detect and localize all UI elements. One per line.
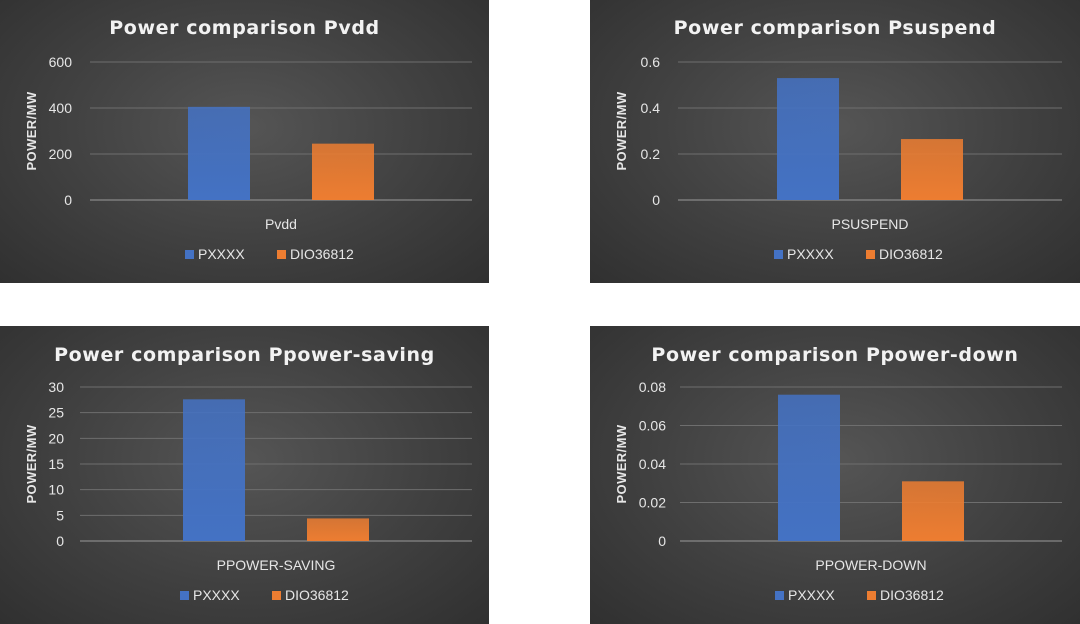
x-category-label: Pvdd (265, 216, 297, 232)
y-axis-label: POWER/MW (614, 91, 629, 170)
chart-title: Power comparison Ppower-down (651, 344, 1018, 366)
legend-label-dio36812: DIO36812 (290, 246, 354, 262)
y-tick-label: 25 (48, 405, 64, 421)
chart-ppower-down: Power comparison Ppower-down 0 0.02 0.04 0.0… (614, 344, 1062, 603)
chart-title: Power comparison Pvdd (109, 17, 379, 39)
chart-panel-ppower-down: Power comparison Ppower-down 0 0.02 0.04 0.0… (590, 326, 1080, 624)
chart-panel-psuspend: Power comparison Psuspend 0 0.2 0.4 0.6 POWER… (590, 0, 1080, 283)
legend-swatch-dio36812 (866, 250, 875, 259)
x-category-label: PSUSPEND (831, 216, 908, 232)
chart-ppower-saving: Power comparison Ppower-saving 0 5 10 15 20 25… (24, 344, 472, 603)
chart-panel-pvdd: Power comparison Pvdd 0 200 400 600 POWER/MW P… (0, 0, 489, 283)
legend-swatch-pxxxx (185, 250, 194, 259)
legend-label-dio36812: DIO36812 (879, 246, 943, 262)
y-tick-label: 0.2 (641, 146, 661, 162)
chart-title: Power comparison Ppower-saving (54, 344, 435, 366)
y-tick-label: 0.6 (641, 54, 661, 70)
legend-label-dio36812: DIO36812 (285, 587, 349, 603)
chart-panel-ppower-saving: Power comparison Ppower-saving 0 5 10 15 20 25… (0, 326, 489, 624)
x-category-label: PPOWER-DOWN (815, 557, 926, 573)
bar-pxxxx (188, 106, 250, 200)
chart-pvdd: Power comparison Pvdd 0 200 400 600 POWER/MW P… (24, 17, 472, 262)
y-tick-label: 0 (56, 533, 64, 549)
legend-label-pxxxx: PXXXX (787, 246, 834, 262)
y-tick-label: 0.08 (639, 379, 666, 395)
y-tick-label: 600 (49, 54, 73, 70)
y-axis-label: POWER/MW (24, 91, 39, 170)
y-tick-label: 200 (49, 146, 73, 162)
y-axis-label: POWER/MW (614, 424, 629, 503)
legend-label-dio36812: DIO36812 (880, 587, 944, 603)
bar-dio36812 (902, 481, 964, 541)
bar-dio36812 (901, 139, 963, 200)
legend-label-pxxxx: PXXXX (193, 587, 240, 603)
legend-swatch-pxxxx (180, 591, 189, 600)
legend-label-pxxxx: PXXXX (198, 246, 245, 262)
y-tick-label: 0 (64, 192, 72, 208)
bar-pxxxx (183, 399, 245, 541)
bar-dio36812 (312, 143, 374, 200)
y-tick-label: 400 (49, 100, 73, 116)
legend-swatch-dio36812 (277, 250, 286, 259)
chart-title: Power comparison Psuspend (674, 17, 997, 39)
y-tick-label: 0 (652, 192, 660, 208)
y-tick-label: 0.4 (641, 100, 661, 116)
y-tick-label: 0.06 (639, 418, 666, 434)
legend-swatch-dio36812 (867, 591, 876, 600)
chart-psuspend: Power comparison Psuspend 0 0.2 0.4 0.6 POWER… (614, 17, 1062, 262)
y-axis-label: POWER/MW (24, 424, 39, 503)
y-tick-label: 0.04 (639, 456, 666, 472)
y-tick-label: 15 (48, 456, 64, 472)
x-category-label: PPOWER-SAVING (217, 557, 336, 573)
y-tick-label: 0.02 (639, 495, 666, 511)
y-tick-label: 10 (48, 482, 64, 498)
legend-swatch-pxxxx (775, 591, 784, 600)
y-tick-label: 30 (48, 379, 64, 395)
bar-pxxxx (778, 394, 840, 541)
y-tick-label: 0 (658, 533, 666, 549)
legend-label-pxxxx: PXXXX (788, 587, 835, 603)
bar-dio36812 (307, 518, 369, 541)
y-tick-label: 20 (48, 430, 64, 446)
legend-swatch-dio36812 (272, 591, 281, 600)
bar-pxxxx (777, 78, 839, 200)
legend-swatch-pxxxx (774, 250, 783, 259)
y-tick-label: 5 (56, 507, 64, 523)
